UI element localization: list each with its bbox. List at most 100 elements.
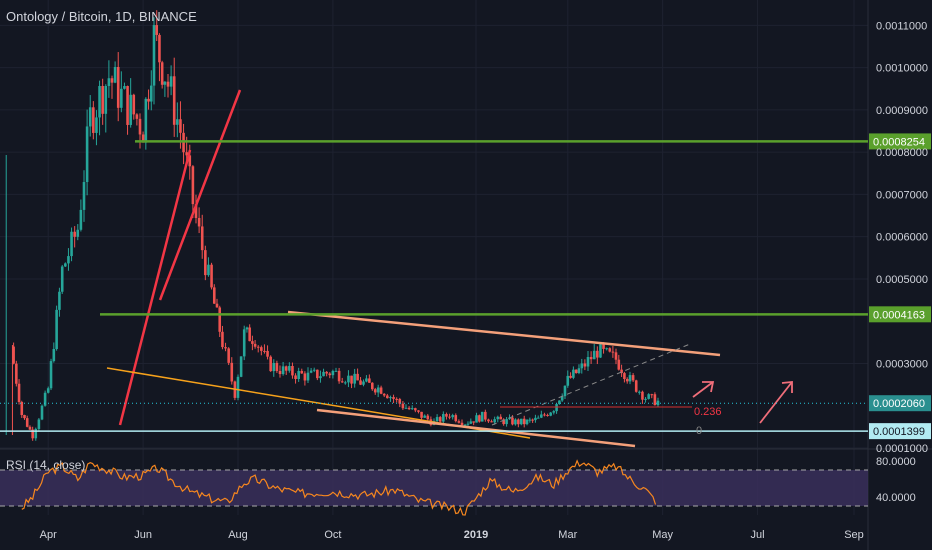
- candle-body: [275, 362, 279, 371]
- candle-body: [291, 366, 294, 376]
- candle-body: [480, 411, 484, 422]
- candle-body: [592, 350, 596, 360]
- candle-body: [138, 118, 142, 135]
- candle-body: [88, 107, 92, 127]
- rsi-band: [0, 470, 868, 506]
- candle-body: [337, 370, 341, 382]
- candle-body: [141, 134, 145, 143]
- level-badge-text-0: 0.0008254: [873, 136, 925, 148]
- candle-body: [365, 378, 368, 382]
- price-tick-5: 0.0006000: [876, 232, 928, 244]
- candle-body: [158, 34, 161, 63]
- candle-body: [522, 418, 526, 425]
- candle-body: [297, 370, 300, 379]
- candle-body: [517, 419, 520, 425]
- channel-upper[interactable]: [287, 310, 721, 357]
- time-tick-0: Apr: [40, 529, 57, 541]
- arrow-up-2[interactable]: [759, 381, 793, 424]
- candle-body: [478, 415, 481, 422]
- candle-body: [303, 373, 307, 381]
- candle-body: [493, 419, 496, 423]
- candle-body: [370, 382, 374, 390]
- candle-body: [155, 25, 159, 35]
- level-badge-1: [869, 306, 931, 323]
- candle-body: [278, 370, 282, 375]
- candle-body: [191, 166, 195, 205]
- candle-body: [15, 363, 18, 384]
- candle-body: [288, 366, 291, 371]
- candle-body: [37, 419, 41, 429]
- candle-body: [269, 356, 272, 372]
- candle-body: [417, 410, 420, 412]
- trend-line-red-2[interactable]: [158, 89, 242, 301]
- price-tick-3: 0.0008000: [876, 147, 928, 159]
- time-tick-4: 2019: [464, 529, 488, 541]
- rsi-line: [21, 459, 657, 516]
- candle-body: [263, 350, 266, 352]
- level-badge-text-1: 0.0004163: [873, 309, 925, 321]
- candle-body: [546, 414, 549, 416]
- candle-body: [340, 381, 344, 383]
- candle-body: [566, 375, 570, 386]
- candle-body: [334, 370, 338, 372]
- candle-body: [650, 394, 654, 396]
- candle-body: [23, 415, 26, 419]
- rsi-indicator-label[interactable]: RSI (14, close): [6, 458, 86, 472]
- candle-body: [239, 356, 243, 377]
- candle-body: [552, 411, 556, 413]
- arrow-up-1[interactable]: [692, 381, 715, 398]
- candle-body: [625, 378, 629, 382]
- candle-body: [331, 370, 335, 376]
- candle-body: [160, 62, 164, 85]
- candle-body: [92, 107, 95, 133]
- candle-body: [144, 98, 148, 143]
- candle-body: [221, 331, 224, 348]
- candle-body: [20, 401, 24, 416]
- drawings-layer: [106, 89, 793, 448]
- candle-body: [79, 209, 83, 230]
- candle-body: [628, 375, 632, 382]
- candle-body: [82, 182, 86, 210]
- candle-body: [410, 408, 414, 410]
- candle-body: [132, 94, 136, 115]
- candle-body: [379, 387, 383, 394]
- candle-body: [185, 152, 188, 156]
- candle-body: [631, 375, 635, 381]
- trend-line-red-1[interactable]: [118, 149, 192, 426]
- candle-body: [558, 400, 561, 405]
- candle-body: [236, 376, 240, 398]
- candle-body: [638, 391, 641, 393]
- candle-body: [623, 373, 626, 379]
- candle-body: [463, 424, 467, 426]
- candle-body: [116, 67, 120, 108]
- price-tick-0: 0.0011000: [876, 20, 927, 32]
- level-badge-2: [869, 395, 931, 412]
- candle-body: [490, 421, 493, 423]
- candle-body: [73, 231, 76, 237]
- candle-body: [466, 423, 470, 425]
- candle-body: [284, 366, 288, 371]
- candle-body: [194, 204, 198, 218]
- candle-body: [356, 373, 359, 381]
- horizontal-levels: 0.0008254 0.0004163 0.0002060 0.0001399 0.23…: [0, 133, 931, 440]
- fib-label-0: 0.236: [694, 406, 722, 418]
- candle-body: [212, 287, 216, 304]
- rsi-tick-0: 80.0000: [876, 456, 916, 468]
- candle-body: [549, 412, 552, 416]
- candle-body: [605, 348, 608, 350]
- time-tick-7: Jul: [751, 529, 765, 541]
- candle-body: [617, 359, 621, 370]
- candle-body: [248, 327, 251, 342]
- candle-body: [135, 114, 139, 119]
- candle-body: [563, 385, 567, 397]
- chart-title: Ontology / Bitcoin, 1D, BINANCE: [6, 9, 197, 24]
- candle-body: [104, 85, 108, 114]
- candle-body: [207, 264, 210, 276]
- candle-body: [43, 392, 47, 406]
- candle-body: [322, 371, 325, 377]
- channel-lower[interactable]: [316, 408, 636, 448]
- candle-body: [64, 263, 67, 267]
- candle-body: [528, 419, 532, 421]
- rsi-pane: [0, 459, 868, 516]
